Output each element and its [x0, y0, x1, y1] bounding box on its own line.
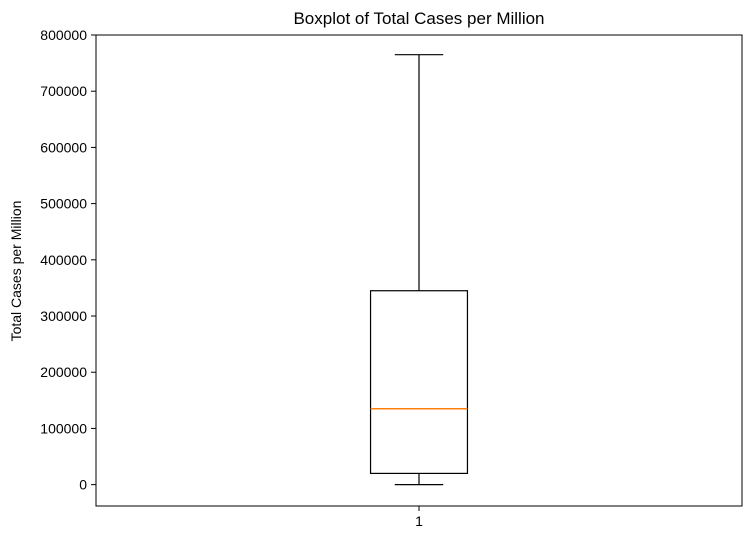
x-tick-label: 1 [415, 513, 423, 529]
y-tick-label: 0 [79, 477, 87, 493]
y-axis-ticks: 0 100000 200000 300000 400000 500000 600000 700… [40, 27, 96, 493]
y-tick-label: 200000 [40, 364, 87, 380]
y-tick-label: 500000 [40, 196, 87, 212]
y-tick-label: 600000 [40, 139, 87, 155]
y-tick-label: 400000 [40, 252, 87, 268]
y-tick-label: 700000 [40, 83, 87, 99]
chart-title: Boxplot of Total Cases per Million [293, 9, 544, 28]
y-tick-label: 800000 [40, 27, 87, 43]
iqr-box [369, 290, 469, 475]
y-tick-label: 100000 [40, 420, 87, 436]
boxplot-group [369, 54, 469, 486]
y-tick-label: 300000 [40, 308, 87, 324]
x-axis-ticks: 1 [415, 506, 423, 529]
plot-frame [95, 34, 743, 507]
y-axis-label: Total Cases per Million [8, 201, 24, 342]
